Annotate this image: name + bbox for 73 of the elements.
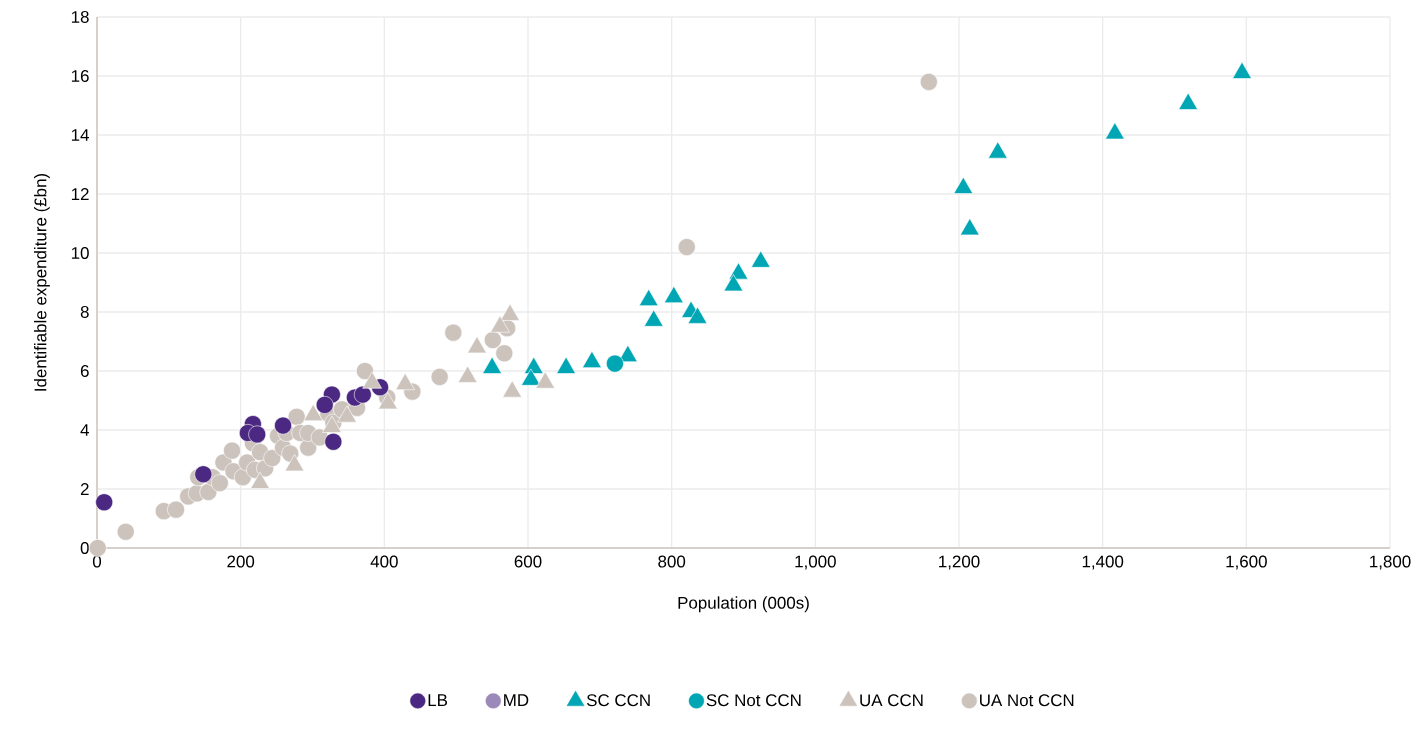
legend-label: UA CCN [860,694,923,707]
y-tick-label: 8 [80,306,89,318]
x-tick-label: 400 [370,555,398,568]
y-tick-label: 0 [80,542,89,554]
y-tick-label: 4 [80,424,89,436]
point [750,250,771,268]
point [353,385,372,404]
y-tick-label: 14 [71,129,89,141]
point [287,407,306,426]
point [223,441,241,460]
x-tick-label: 600 [514,555,542,568]
point [116,522,135,541]
point [467,336,487,354]
point [638,288,659,306]
point [444,323,463,342]
legend-label: SC CCN [586,694,650,707]
point [483,331,502,349]
x-axis-title: Population (000s) [678,596,809,613]
point [521,368,541,386]
point [395,373,415,391]
x-tick-label: 800 [658,555,686,568]
point [500,303,520,321]
x-tick-label: 1,400 [1082,555,1124,570]
point [502,380,522,398]
point [723,274,744,292]
point [1105,122,1125,140]
y-tick-label: 12 [71,188,89,200]
point [248,425,267,444]
x-tick-label: 1,200 [939,555,980,570]
legend-label: SC Not CCN [706,694,801,707]
point [959,218,980,236]
y-tick-label: 18 [71,11,89,23]
point [606,354,624,373]
point [362,371,382,389]
point [490,315,510,333]
point [664,285,684,304]
point [643,309,664,327]
point [194,465,213,484]
point [263,449,282,467]
y-tick-label: 16 [71,70,89,82]
point [687,306,708,324]
point [457,365,478,383]
point [582,350,602,368]
point [495,344,514,363]
point [88,539,107,557]
x-tick-label: 1,800 [1370,555,1411,570]
legend-label: LB [428,694,448,706]
y-axis-title: Identifiable expenditure (£bn) [34,173,50,391]
point [324,432,343,451]
point [1178,92,1198,110]
point [95,493,114,512]
point [953,176,974,194]
point [535,371,556,389]
point [210,474,229,492]
legend-label: MD [504,694,529,706]
point [556,356,576,374]
legend-label: UA Not CCN [980,694,1074,707]
point [274,416,292,435]
x-tick-label: 1,000 [795,555,836,570]
point [315,396,334,414]
point [356,362,374,380]
point [988,141,1008,159]
x-tick-label: 0 [92,555,102,568]
point [1232,61,1252,79]
y-tick-label: 10 [71,247,89,259]
y-tick-label: 2 [80,483,89,495]
point [167,500,185,519]
y-tick-label: 6 [80,365,89,377]
point [482,356,502,374]
point [430,368,449,386]
x-tick-label: 200 [227,555,255,568]
point [378,392,398,410]
x-tick-label: 1,600 [1226,555,1267,570]
